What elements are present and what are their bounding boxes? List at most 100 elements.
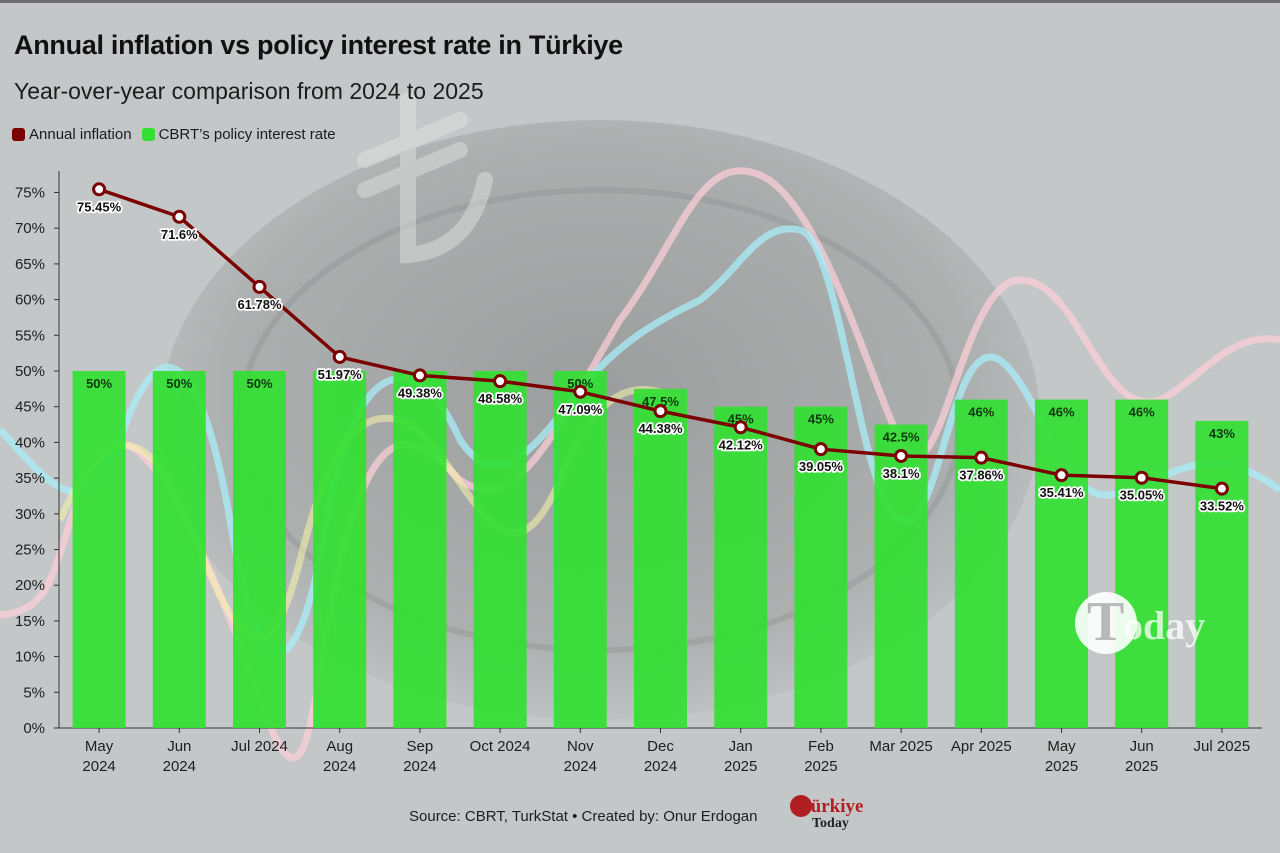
- inflation-point-label: 61.78%: [237, 297, 282, 312]
- rate-bar: [954, 399, 1008, 728]
- x-tick-label: 2024: [323, 758, 356, 775]
- y-tick-label: 20%: [15, 577, 45, 594]
- legend-swatch-inflation: [12, 128, 25, 141]
- rate-bar: [152, 371, 206, 728]
- rate-bar: [1195, 420, 1249, 728]
- rate-bar-label: 50%: [246, 376, 272, 391]
- x-tick-label: 2025: [1045, 758, 1078, 775]
- y-tick-label: 15%: [15, 613, 45, 630]
- x-tick-label: 2025: [1125, 758, 1158, 775]
- rate-bar: [1115, 399, 1169, 728]
- watermark-letter: T: [1087, 591, 1125, 653]
- inflation-point: [1054, 468, 1069, 483]
- y-tick-label: 55%: [15, 327, 45, 344]
- inflation-point: [813, 442, 828, 457]
- inflation-point-label: 44.38%: [638, 421, 683, 436]
- inflation-point: [412, 368, 427, 383]
- inflation-point: [733, 420, 748, 435]
- x-tick-label: Apr 2025: [951, 738, 1012, 755]
- rate-bar: [553, 371, 607, 728]
- x-tick-label: Aug: [326, 738, 353, 755]
- today-watermark: T oday: [1075, 590, 1260, 656]
- rate-bar: [313, 371, 367, 728]
- inflation-point-label: 37.86%: [959, 468, 1004, 483]
- x-tick-label: 2024: [82, 758, 115, 775]
- y-tick-label: 45%: [15, 399, 45, 416]
- x-tick-label: Jul 2025: [1194, 738, 1251, 755]
- y-tick-label: 50%: [15, 363, 45, 380]
- rate-bar-label: 47.5%: [642, 394, 679, 409]
- x-tick-label: Jul 2024: [231, 738, 288, 755]
- y-tick-label: 30%: [15, 506, 45, 523]
- y-tick-label: 10%: [15, 649, 45, 666]
- rate-bar-label: 45%: [808, 412, 834, 427]
- legend-swatch-rate: [141, 128, 155, 141]
- rate-bar-label: 46%: [1048, 405, 1074, 420]
- inflation-point-label: 38.1%: [883, 466, 920, 481]
- inflation-point-label: 33.52%: [1200, 499, 1245, 514]
- chart-subtitle: Year-over-year comparison from 2024 to 2…: [14, 78, 484, 104]
- x-tick-label: Sep: [407, 738, 434, 755]
- watermark-circle: [1075, 592, 1137, 654]
- legend-item-rate[interactable]: CBRT’s policy interest rate: [141, 126, 336, 143]
- rate-bar: [634, 388, 687, 728]
- logo-word-turkiye: Türkiye: [798, 796, 864, 817]
- x-tick-label: Jun: [167, 738, 191, 755]
- x-tick-label: Dec: [647, 738, 674, 755]
- legend: Annual inflation CBRT’s policy interest …: [12, 126, 346, 143]
- x-tick-label: Oct 2024: [470, 738, 531, 755]
- x-tick-label: 2024: [403, 758, 436, 775]
- y-tick-label: 60%: [15, 292, 45, 309]
- chart-title: Annual inflation vs policy interest rate…: [14, 30, 623, 60]
- legend-item-inflation[interactable]: Annual inflation: [12, 126, 132, 143]
- x-tick-label: Nov: [567, 738, 594, 755]
- inflation-point: [332, 349, 347, 364]
- y-tick-label: 35%: [15, 470, 45, 487]
- y-tick-label: 70%: [15, 220, 45, 237]
- inflation-point-label: 49.38%: [398, 385, 443, 400]
- x-tick-label: May: [85, 738, 114, 755]
- y-tick-label: 0%: [23, 720, 45, 737]
- x-tick-label: May: [1047, 738, 1076, 755]
- legend-label-inflation: Annual inflation: [29, 126, 132, 143]
- x-tick-label: 2025: [804, 758, 837, 775]
- rate-bar: [72, 371, 126, 728]
- turkiye-today-logo: Türkiye Today: [790, 794, 880, 840]
- inflation-point: [653, 404, 668, 419]
- rate-bar-label: 42.5%: [883, 430, 920, 445]
- x-tick-label: Feb: [808, 738, 834, 755]
- inflation-point-label: 47.09%: [558, 402, 603, 417]
- logo-word-today: Today: [812, 816, 849, 831]
- rate-bar: [794, 406, 848, 728]
- inflation-point: [172, 209, 187, 224]
- rate-bar: [1035, 399, 1088, 728]
- inflation-point: [1134, 470, 1149, 485]
- inflation-point-label: 35.05%: [1120, 488, 1165, 503]
- logo-disc: [790, 795, 812, 817]
- rate-bar: [473, 371, 527, 728]
- y-tick-label: 65%: [15, 256, 45, 273]
- inflation-point: [493, 374, 508, 389]
- inflation-point: [252, 279, 267, 294]
- legend-label-rate: CBRT’s policy interest rate: [158, 126, 336, 143]
- x-tick-label: 2025: [724, 758, 757, 775]
- rate-bar-label: 50%: [166, 376, 192, 391]
- x-tick-label: Jan: [729, 738, 753, 755]
- inflation-point: [92, 182, 107, 197]
- x-tick-label: 2024: [163, 758, 196, 775]
- y-tick-label: 75%: [15, 185, 45, 202]
- x-tick-label: Jun: [1130, 738, 1154, 755]
- rate-bar: [393, 371, 447, 728]
- watermark-word: oday: [1123, 603, 1206, 648]
- inflation-point-label: 39.05%: [799, 459, 844, 474]
- rate-bar: [233, 371, 286, 728]
- inflation-point-label: 75.45%: [77, 199, 122, 214]
- rate-bar-label: 50%: [86, 376, 112, 391]
- inflation-point-label: 71.6%: [161, 227, 198, 242]
- lira-symbol-icon: [357, 92, 493, 264]
- inflation-point: [894, 448, 909, 463]
- inflation-point: [1214, 481, 1229, 496]
- inflation-point: [974, 450, 989, 465]
- x-tick-label: 2024: [564, 758, 597, 775]
